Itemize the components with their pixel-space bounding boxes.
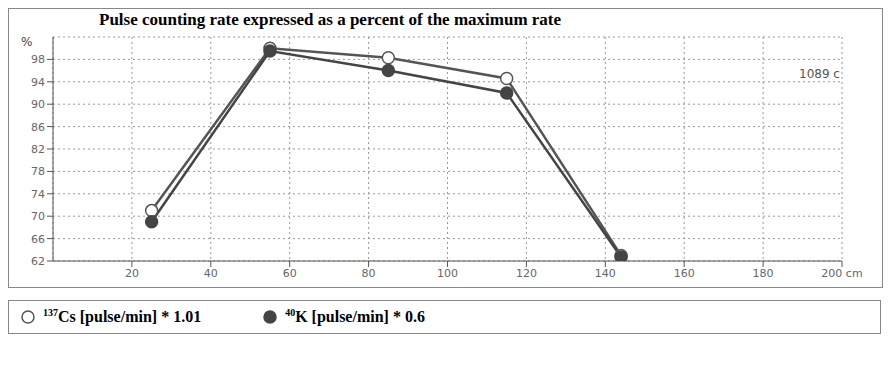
html-text:137Cs [pulse/min] * 1.01: 137Cs [pulse/min] * 1.01: [43, 307, 202, 326]
svg-text:98: 98: [31, 53, 45, 66]
svg-text:100: 100: [437, 267, 458, 280]
svg-text:80: 80: [362, 267, 376, 280]
svg-text:74: 74: [31, 188, 45, 201]
svg-text:40: 40: [204, 267, 218, 280]
svg-text:60: 60: [283, 267, 297, 280]
svg-text:180: 180: [753, 267, 774, 280]
svg-text:120: 120: [516, 267, 537, 280]
svg-text:140: 140: [595, 267, 616, 280]
html-text:40K [pulse/min] * 0.6: 40K [pulse/min] * 0.6: [285, 307, 425, 326]
html-text:Pulse counting rate expressed: Pulse counting rate expressed as a perce…: [99, 10, 562, 29]
svg-text:78: 78: [31, 165, 45, 178]
svg-text:90: 90: [31, 98, 45, 111]
svg-text:70: 70: [31, 210, 45, 223]
svg-text:94: 94: [31, 76, 45, 89]
svg-text:86: 86: [31, 121, 45, 134]
svg-text:66: 66: [31, 233, 45, 246]
svg-text:62: 62: [31, 255, 45, 268]
svg-text:200 cm: 200 cm: [821, 267, 862, 280]
svg-text:160: 160: [674, 267, 695, 280]
html-text:1089 c: 1089 c: [799, 67, 840, 81]
svg-text:82: 82: [31, 143, 45, 156]
svg-text:20: 20: [125, 267, 139, 280]
